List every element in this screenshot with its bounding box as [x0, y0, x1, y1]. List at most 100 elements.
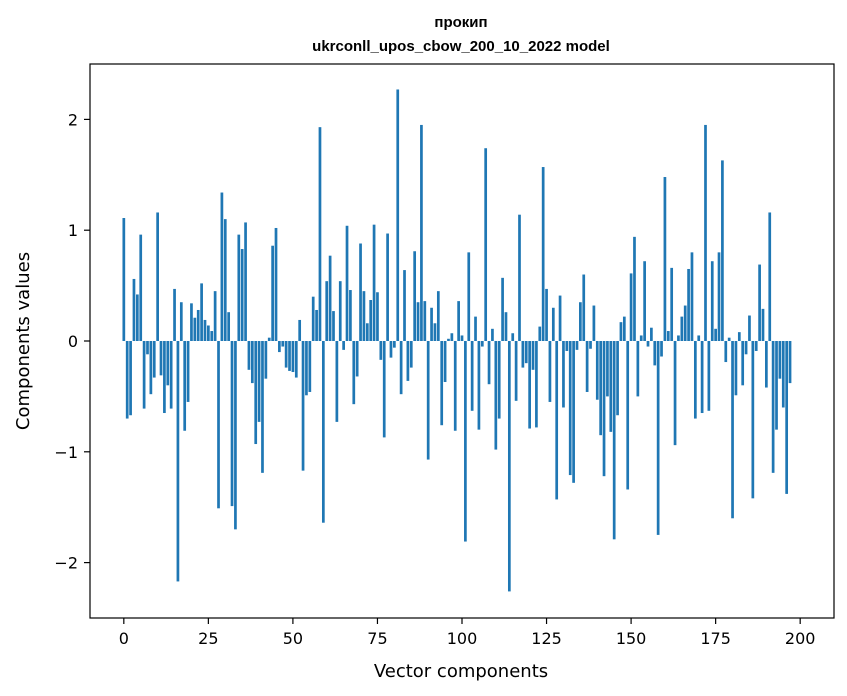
- x-tick-label: 25: [198, 629, 218, 648]
- bar: [673, 341, 677, 446]
- bar: [609, 341, 613, 432]
- bar: [217, 341, 220, 509]
- bar: [176, 341, 180, 582]
- bar: [748, 315, 751, 341]
- bar: [788, 341, 792, 384]
- bar: [707, 341, 711, 411]
- bar: [308, 341, 312, 392]
- bar: [403, 270, 406, 341]
- bar: [491, 328, 494, 341]
- bar: [193, 317, 197, 341]
- bar: [680, 316, 684, 341]
- bar: [135, 294, 139, 341]
- bar: [294, 341, 298, 378]
- bar: [575, 341, 579, 350]
- bar: [541, 167, 545, 341]
- bar: [433, 323, 437, 341]
- y-tick-label: 0: [68, 332, 78, 351]
- bar: [464, 341, 467, 542]
- bar: [535, 341, 538, 428]
- bar: [338, 281, 342, 341]
- bar: [426, 341, 430, 460]
- bar: [186, 341, 190, 402]
- bar: [227, 312, 231, 341]
- bar: [470, 341, 474, 411]
- bar: [724, 341, 728, 363]
- bar: [271, 245, 274, 341]
- bar: [693, 341, 697, 419]
- bar: [413, 251, 417, 341]
- bar: [487, 341, 491, 385]
- bar: [765, 341, 768, 388]
- bar: [480, 341, 484, 347]
- x-tick-label: 150: [616, 629, 647, 648]
- bar: [484, 148, 488, 341]
- y-tick-label: −1: [54, 443, 78, 462]
- bar: [737, 332, 741, 341]
- bar: [727, 337, 731, 341]
- y-tick-label: 2: [68, 110, 78, 129]
- bar: [288, 341, 291, 371]
- bar: [687, 268, 690, 341]
- bar: [579, 302, 582, 341]
- chart-subtitle: ukrconll_upos_cbow_200_10_2022 model: [312, 38, 610, 55]
- bar: [250, 341, 254, 384]
- bar: [125, 341, 129, 419]
- bar: [700, 341, 704, 414]
- bar: [159, 341, 163, 376]
- x-axis-ticks: 0 25 50 75 100 125 150 175 200: [119, 618, 815, 648]
- bar: [274, 227, 278, 341]
- bar: [450, 333, 454, 341]
- bar: [771, 341, 775, 473]
- bar: [183, 341, 187, 431]
- bar: [443, 341, 447, 382]
- bar: [369, 300, 373, 341]
- bar: [372, 224, 376, 341]
- bar: [721, 160, 724, 341]
- bar: [474, 316, 477, 341]
- bar: [629, 273, 633, 341]
- bar: [643, 261, 646, 341]
- bar: [190, 303, 193, 341]
- bar: [352, 341, 356, 405]
- bar: [741, 341, 745, 386]
- bar: [619, 322, 623, 341]
- bar: [220, 192, 224, 341]
- bar: [436, 291, 440, 341]
- x-tick-label: 75: [367, 629, 387, 648]
- bar: [592, 305, 596, 341]
- bar: [663, 177, 667, 341]
- bar: [453, 341, 457, 431]
- y-axis-label: Components values: [13, 252, 34, 430]
- bar: [477, 341, 481, 430]
- bar: [223, 219, 227, 341]
- bar: [281, 341, 285, 347]
- bar: [457, 301, 460, 341]
- bar: [237, 234, 241, 341]
- bar: [325, 281, 329, 341]
- bar: [311, 296, 315, 341]
- bar: [200, 283, 203, 341]
- bar: [315, 309, 318, 341]
- bar: [328, 255, 332, 341]
- bar: [754, 341, 758, 351]
- bar: [261, 341, 264, 473]
- bar: [704, 124, 707, 341]
- bar: [362, 291, 366, 341]
- bar: [504, 312, 508, 341]
- bar: [734, 341, 738, 396]
- bar: [166, 341, 170, 386]
- bar: [656, 341, 660, 535]
- x-tick-label: 100: [447, 629, 478, 648]
- bar: [572, 341, 575, 483]
- bars-group: [122, 89, 792, 592]
- bar: [501, 277, 504, 341]
- bar: [582, 274, 586, 341]
- bar: [710, 261, 714, 341]
- bar: [389, 341, 393, 358]
- bar: [169, 341, 173, 409]
- x-tick-label: 125: [531, 629, 562, 648]
- bar: [423, 301, 427, 341]
- bar: [714, 328, 717, 341]
